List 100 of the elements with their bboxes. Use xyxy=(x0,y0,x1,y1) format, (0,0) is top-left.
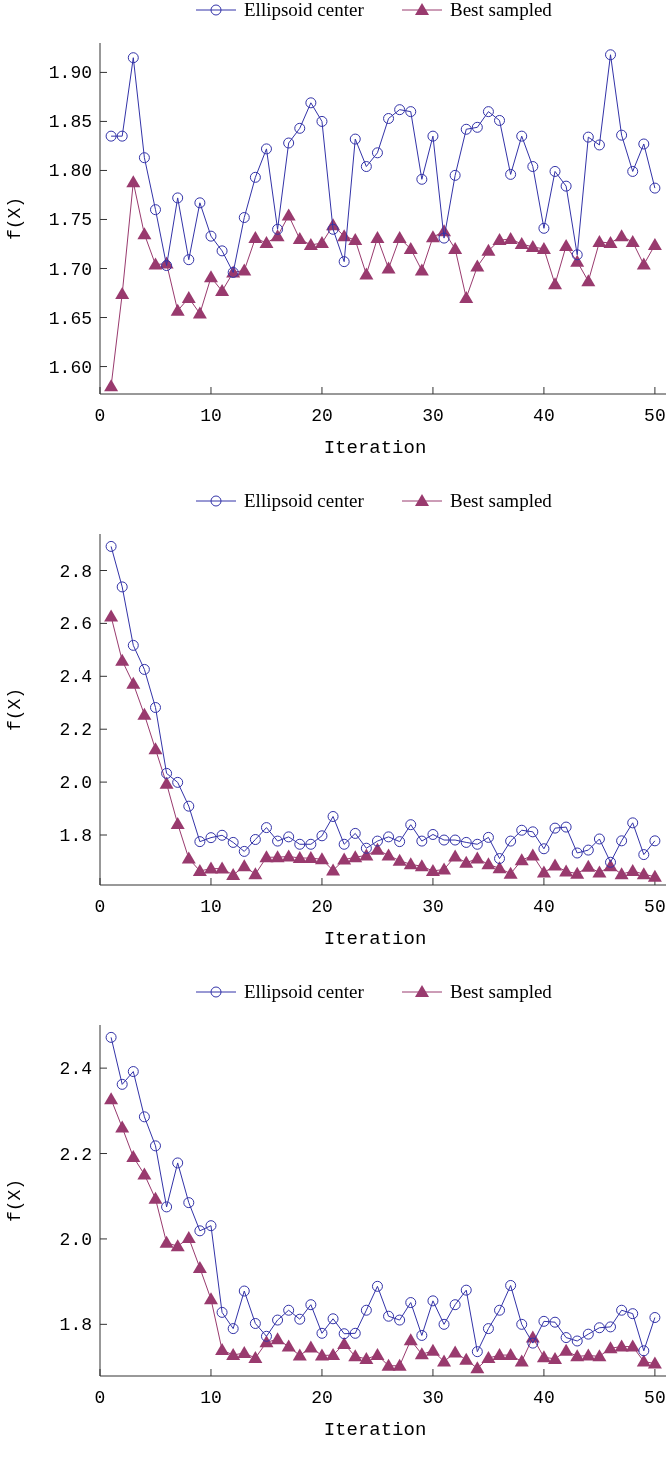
point xyxy=(172,1157,184,1169)
legend-label: Ellipsoid center xyxy=(244,981,365,1002)
point xyxy=(392,231,407,244)
y-tick-label: 1.80 xyxy=(48,161,92,182)
x-tick-label: 30 xyxy=(422,1388,444,1408)
point xyxy=(370,842,385,855)
point xyxy=(203,861,218,874)
point xyxy=(371,835,383,847)
legend-label: Ellipsoid center xyxy=(244,0,365,20)
point xyxy=(370,231,385,244)
point xyxy=(649,1312,661,1323)
point xyxy=(183,800,195,812)
point xyxy=(405,106,417,118)
point xyxy=(226,867,241,880)
point xyxy=(192,306,207,319)
point xyxy=(414,263,429,276)
point xyxy=(459,1352,474,1365)
point xyxy=(627,1308,639,1320)
point xyxy=(559,1343,574,1356)
point xyxy=(603,236,618,249)
point xyxy=(159,1235,174,1248)
point xyxy=(414,859,429,872)
point xyxy=(449,834,461,846)
point xyxy=(503,866,518,879)
point xyxy=(238,845,250,857)
point xyxy=(581,1348,596,1361)
point xyxy=(183,254,195,266)
x-tick-label: 10 xyxy=(200,406,222,426)
point xyxy=(381,848,396,861)
point xyxy=(337,852,352,865)
point xyxy=(571,249,583,261)
point xyxy=(438,232,450,244)
y-tick-label: 1.70 xyxy=(48,259,92,280)
point xyxy=(437,1354,452,1367)
point xyxy=(127,1066,139,1078)
point xyxy=(514,853,529,866)
point xyxy=(349,133,361,145)
point xyxy=(337,1336,352,1349)
point xyxy=(482,831,494,843)
point xyxy=(327,810,339,822)
point xyxy=(616,835,628,847)
point xyxy=(115,1120,130,1133)
point xyxy=(527,826,539,838)
point xyxy=(172,192,184,204)
point xyxy=(581,859,596,872)
y-tick-label: 2.0 xyxy=(59,773,92,794)
point xyxy=(471,121,483,133)
point xyxy=(570,254,585,267)
point xyxy=(359,1351,374,1364)
point xyxy=(482,1323,494,1335)
point xyxy=(294,1313,306,1325)
point xyxy=(249,834,261,846)
point xyxy=(215,284,230,297)
point xyxy=(459,290,474,303)
point xyxy=(625,1339,640,1352)
legend-label: Best sampled xyxy=(450,0,553,20)
point xyxy=(582,131,594,143)
point xyxy=(427,1295,439,1307)
point xyxy=(148,1191,163,1204)
point xyxy=(170,816,185,829)
point xyxy=(194,197,206,209)
point xyxy=(548,1351,563,1364)
point xyxy=(227,836,239,848)
point xyxy=(226,1348,241,1361)
point xyxy=(181,851,196,864)
point xyxy=(514,1354,529,1367)
x-tick-label: 40 xyxy=(533,1388,555,1408)
point xyxy=(238,212,250,224)
point xyxy=(216,829,228,841)
point xyxy=(470,259,485,272)
y-tick-label: 2.4 xyxy=(59,667,92,688)
point xyxy=(305,1299,317,1311)
point xyxy=(104,1092,119,1105)
point xyxy=(448,1345,463,1358)
point xyxy=(126,676,141,689)
point xyxy=(326,1348,341,1361)
y-tick-label: 1.8 xyxy=(59,826,92,847)
point xyxy=(403,857,418,870)
point xyxy=(437,862,452,875)
point xyxy=(105,540,117,552)
point xyxy=(448,849,463,862)
point xyxy=(392,853,407,866)
point xyxy=(104,379,119,392)
x-tick-label: 0 xyxy=(94,406,106,426)
point xyxy=(314,852,329,865)
x-axis-title: Iteration xyxy=(323,1419,427,1441)
point xyxy=(570,866,585,879)
point xyxy=(394,1314,406,1326)
point xyxy=(516,1318,528,1330)
point xyxy=(192,863,207,876)
point xyxy=(459,855,474,868)
point xyxy=(571,1335,583,1347)
point xyxy=(327,1313,339,1325)
point xyxy=(427,130,439,142)
point xyxy=(316,115,328,127)
point xyxy=(360,1304,372,1316)
point xyxy=(560,821,572,833)
point xyxy=(525,848,540,861)
point xyxy=(548,277,563,290)
y-tick-label: 2.8 xyxy=(59,561,92,582)
